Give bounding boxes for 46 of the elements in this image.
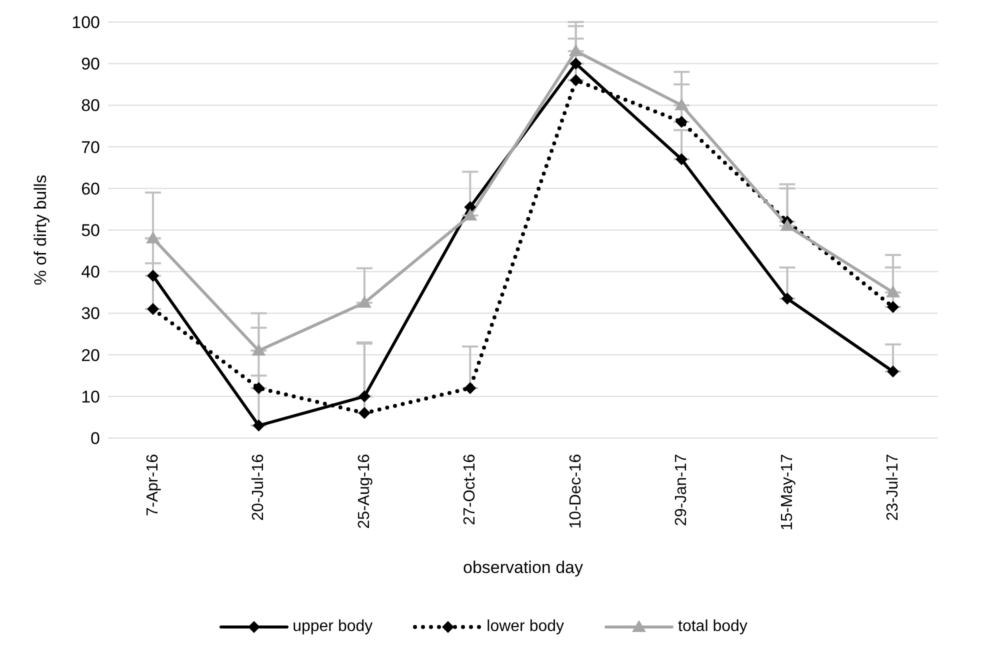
x-tick-label: 27-Oct-16: [462, 454, 479, 526]
point: [252, 344, 266, 356]
point: [674, 98, 689, 110]
point: [252, 420, 265, 432]
point: [464, 382, 476, 394]
point: [568, 44, 583, 56]
point: [358, 407, 370, 420]
y-tick-label: 90: [81, 54, 100, 74]
point: [887, 300, 899, 313]
x-tick-label: 20-Jul-16: [250, 454, 268, 521]
x-tick-label: 15-May-17: [778, 454, 796, 530]
point: [463, 208, 478, 220]
legend-label: lower body: [486, 618, 564, 636]
x-tick-label: 25-Aug-16: [356, 454, 373, 529]
point: [780, 218, 794, 231]
point: [887, 365, 899, 378]
y-tick-label: 70: [81, 138, 100, 157]
point: [252, 382, 265, 394]
point: [570, 74, 582, 86]
legend-label: total body: [678, 618, 748, 636]
y-tick-label: 50: [81, 221, 100, 240]
x-axis-title: observation day: [462, 558, 584, 577]
y-tick-label: 10: [81, 387, 100, 406]
y-tick-label: 100: [72, 13, 100, 32]
legend-label: upper body: [292, 618, 373, 636]
x-tick-label: 29-Jan-17: [673, 454, 690, 526]
point: [358, 390, 370, 402]
point: [147, 270, 159, 282]
x-tick-label: 10-Dec-16: [567, 454, 584, 529]
point: [147, 303, 159, 316]
point: [146, 231, 160, 244]
x-tick-label: 23-Jul-17: [884, 454, 902, 521]
x-tick-label: 7-Apr-16: [144, 454, 162, 516]
point: [357, 296, 372, 308]
y-tick-label: 20: [81, 346, 100, 365]
point: [570, 58, 582, 70]
point: [886, 285, 900, 298]
y-tick-label: 0: [90, 429, 100, 448]
y-axis-title: % of dirty bulls: [31, 174, 50, 286]
point: [781, 292, 794, 305]
point: [676, 116, 688, 128]
y-tick-label: 60: [81, 179, 100, 198]
point: [676, 153, 688, 166]
y-tick-label: 40: [81, 262, 100, 282]
y-tick-label: 80: [81, 96, 100, 116]
y-tick-label: 30: [81, 304, 100, 324]
